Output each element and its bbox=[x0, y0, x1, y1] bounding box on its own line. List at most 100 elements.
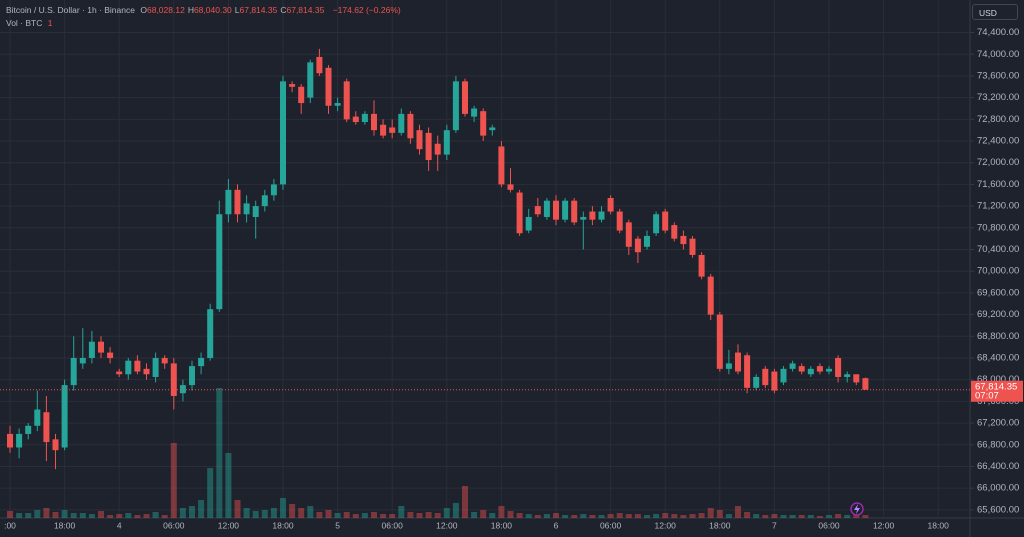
candle-body bbox=[571, 200, 578, 223]
volume-bar bbox=[234, 500, 241, 518]
volume-bar bbox=[189, 506, 195, 518]
volume-bar bbox=[70, 513, 77, 518]
candle-body bbox=[307, 62, 314, 98]
y-tick-label: 70,400.00 bbox=[977, 244, 1019, 255]
volume-bar bbox=[680, 515, 687, 518]
volume-bar bbox=[543, 514, 550, 518]
volume-bar bbox=[862, 515, 869, 518]
candle-body bbox=[170, 363, 177, 396]
volume-bar bbox=[125, 513, 132, 518]
volume-bar bbox=[826, 515, 832, 518]
symbol: Bitcoin / U.S. Dollar · 1h · Binance bbox=[6, 5, 135, 15]
volume-bar bbox=[243, 508, 250, 518]
x-tick-label: 18:00 bbox=[709, 520, 731, 530]
volume-bar bbox=[334, 513, 341, 518]
candle-body bbox=[589, 211, 596, 220]
volume-bar bbox=[270, 508, 277, 518]
candle-body bbox=[316, 56, 323, 74]
volume-bar bbox=[61, 510, 68, 518]
volume-bar bbox=[771, 514, 778, 518]
legend: Bitcoin / U.S. Dollar · 1h · Binance O68… bbox=[6, 4, 404, 30]
candle-body bbox=[480, 111, 487, 136]
ohlc-value: 68,040.30 bbox=[193, 5, 232, 15]
x-tick-label: :00 bbox=[4, 520, 16, 530]
candle-body bbox=[61, 385, 68, 448]
volume-bar bbox=[589, 515, 596, 518]
candle-body bbox=[807, 368, 814, 375]
volume-bar bbox=[116, 514, 123, 518]
candle-body bbox=[625, 222, 632, 247]
volume-bar bbox=[607, 514, 614, 518]
candle-body bbox=[844, 374, 851, 377]
y-tick-label: 71,600.00 bbox=[977, 179, 1019, 190]
volume-bar bbox=[689, 514, 696, 518]
candle-body bbox=[543, 200, 550, 217]
volume-bar bbox=[480, 510, 487, 518]
candle-body bbox=[762, 368, 769, 386]
event-icon[interactable] bbox=[850, 502, 864, 516]
y-tick-label: 70,000.00 bbox=[977, 266, 1019, 277]
volume-bar bbox=[653, 514, 660, 518]
volume-bar bbox=[507, 511, 514, 518]
candle-body bbox=[371, 113, 377, 131]
volume-bar bbox=[98, 511, 104, 518]
y-tick-label: 72,400.00 bbox=[977, 136, 1019, 147]
volume-bar bbox=[179, 508, 186, 518]
volume-bar bbox=[807, 515, 814, 518]
legend-row: Vol · BTC 1 bbox=[6, 17, 404, 30]
candle-body bbox=[343, 81, 350, 120]
candle-body bbox=[261, 195, 268, 207]
candle-body bbox=[352, 116, 359, 123]
x-tick-label: 06:00 bbox=[382, 520, 404, 530]
candle-body bbox=[489, 127, 496, 131]
currency-button[interactable]: USD bbox=[972, 4, 1018, 20]
volume-bar bbox=[616, 513, 623, 518]
volume-bar bbox=[207, 468, 214, 518]
candle-body bbox=[280, 81, 286, 185]
volume-bar bbox=[298, 508, 305, 518]
candle-body bbox=[516, 192, 523, 234]
x-tick-label: 7 bbox=[772, 520, 777, 530]
volume-bar bbox=[844, 515, 851, 518]
candle-body bbox=[152, 357, 159, 377]
volume-bar bbox=[716, 510, 723, 518]
candle-body bbox=[125, 360, 132, 375]
ohlc-value: 68,028.12 bbox=[146, 5, 185, 15]
candle-body bbox=[816, 366, 823, 372]
volume-pane bbox=[7, 388, 869, 518]
candle-body bbox=[198, 357, 205, 367]
volume-bar bbox=[580, 514, 587, 518]
volume-value: 1 bbox=[47, 18, 53, 28]
volume-bar bbox=[107, 515, 114, 518]
candle-body bbox=[7, 433, 13, 448]
volume-bar bbox=[16, 513, 23, 518]
y-tick-label: 65,600.00 bbox=[977, 504, 1019, 515]
y-tick-label: 66,800.00 bbox=[977, 439, 1019, 450]
y-tick-label: 74,000.00 bbox=[977, 49, 1019, 60]
candle-body bbox=[16, 433, 23, 448]
volume-bar bbox=[644, 515, 650, 518]
candle-body bbox=[270, 184, 277, 196]
ohlc-values: O68,028.12 H68,040.30 L67,814.35 C67,814.35 bbox=[140, 5, 327, 15]
countdown: 07:07 bbox=[975, 390, 999, 401]
candle-body bbox=[52, 439, 59, 451]
candle-body bbox=[298, 86, 305, 104]
candle-body bbox=[853, 374, 860, 383]
x-tick-label: 6 bbox=[554, 520, 559, 530]
x-tick-label: 06:00 bbox=[163, 520, 185, 530]
x-tick-label: 18:00 bbox=[54, 520, 76, 530]
volume-bar bbox=[416, 513, 423, 518]
volume-bar bbox=[762, 515, 769, 518]
last-price-tag bbox=[971, 380, 1023, 402]
candle-body bbox=[107, 352, 114, 358]
volume-bar bbox=[352, 514, 359, 518]
volume-bar bbox=[744, 512, 751, 518]
volume-bar bbox=[425, 512, 432, 518]
candle-body bbox=[389, 127, 396, 133]
x-tick-label: 12:00 bbox=[218, 520, 240, 530]
y-tick-label: 72,800.00 bbox=[977, 114, 1019, 125]
candle-body bbox=[452, 81, 459, 131]
volume-bar bbox=[707, 508, 714, 518]
